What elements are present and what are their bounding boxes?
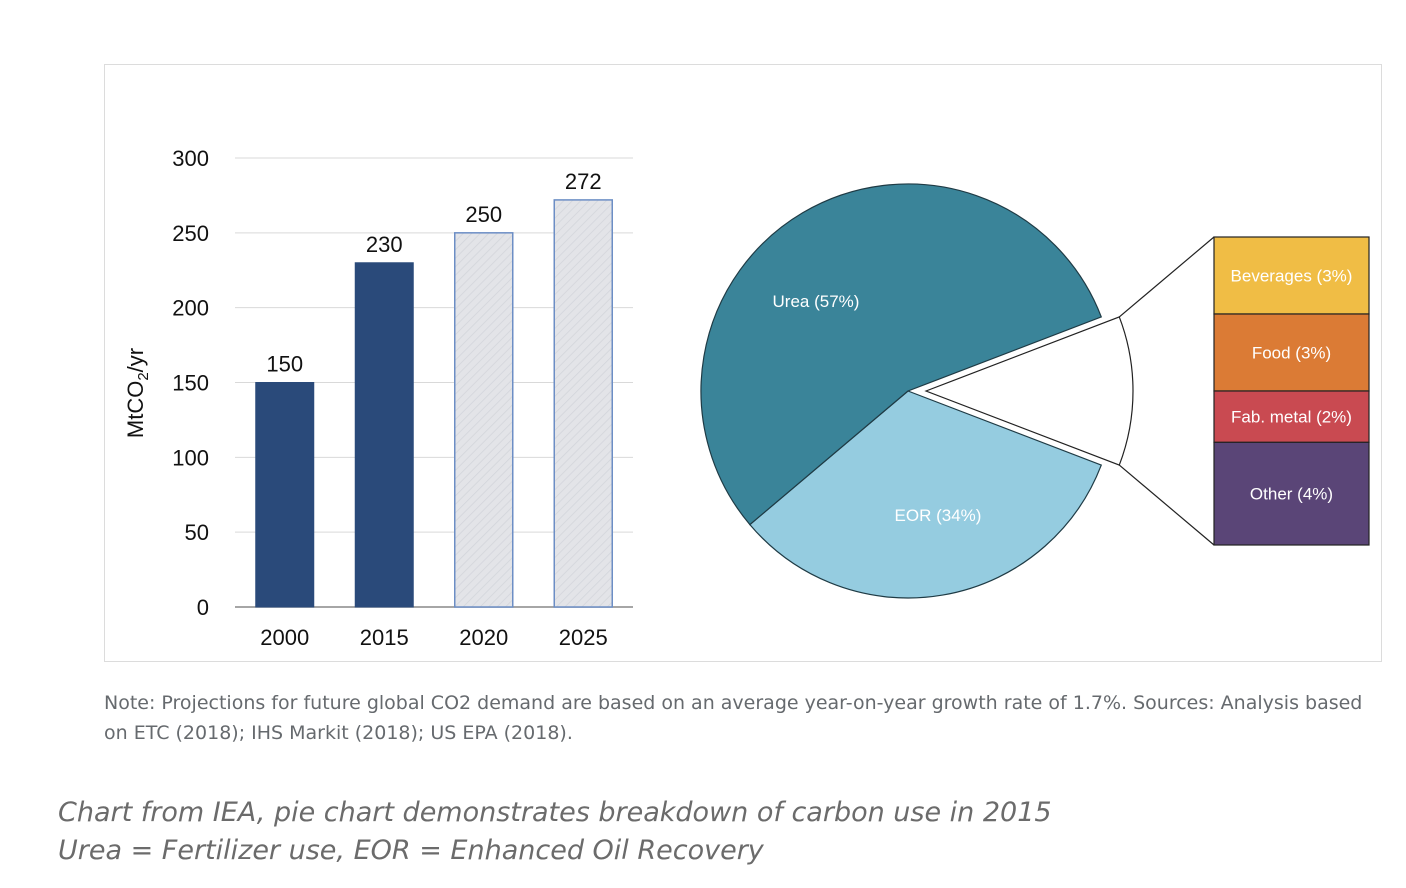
bar-2020	[454, 232, 514, 608]
data-label: 250	[465, 202, 502, 227]
breakdown-segment	[1213, 313, 1370, 392]
breakdown-segment	[1213, 441, 1370, 546]
bar-2015	[354, 262, 414, 608]
pie-slice-exploded	[924, 316, 1134, 466]
caption-line-1: Chart from IEA, pie chart demonstrates b…	[58, 797, 1052, 828]
breakdown-segment	[1213, 390, 1370, 443]
bar-2025	[553, 199, 613, 608]
data-label: 272	[565, 169, 602, 194]
caption-line-2: Urea = Fertilizer use, EOR = Enhanced Oi…	[58, 835, 764, 866]
y-tick-label: 50	[185, 520, 209, 545]
chart-frame: 0 50 100 150 200 250 300 2000 2015 2020 2025 150 2…	[104, 64, 1382, 662]
connector-line	[1118, 236, 1215, 318]
pie-slice-eor	[749, 390, 1103, 599]
bar-chart: 0 50 100 150 200 250 300 2000 2015 2020 2025 150 2…	[123, 146, 633, 650]
caption: Chart from IEA, pie chart demonstrates b…	[58, 794, 1358, 870]
x-tick-label: 2015	[360, 625, 409, 650]
x-tick-label: 2025	[559, 625, 608, 650]
y-tick-label: 0	[197, 595, 209, 620]
breakdown-label: Food (3%)	[1252, 344, 1331, 363]
bar-2000	[255, 382, 315, 608]
data-label: 230	[366, 232, 403, 257]
y-tick-label: 200	[172, 296, 209, 321]
breakdown-segment	[1213, 236, 1370, 315]
connector-line	[1118, 464, 1215, 546]
breakdown-label: Other (4%)	[1250, 485, 1333, 504]
pie-slice-label: EOR (34%)	[895, 506, 982, 525]
y-axis-label: MtCO2/yr	[123, 348, 152, 438]
y-tick-label: 300	[172, 146, 209, 171]
data-label: 150	[266, 352, 303, 377]
y-tick-label: 150	[172, 371, 209, 396]
y-tick-label: 100	[172, 445, 209, 470]
pie-slice-label: Urea (57%)	[773, 292, 860, 311]
x-tick-label: 2000	[260, 625, 309, 650]
y-tick-label: 250	[172, 221, 209, 246]
breakdown-label: Fab. metal (2%)	[1231, 408, 1352, 427]
chart-note: Note: Projections for future global CO2 …	[104, 692, 1363, 744]
breakdown-label: Beverages (3%)	[1231, 267, 1353, 286]
x-tick-label: 2020	[459, 625, 508, 650]
